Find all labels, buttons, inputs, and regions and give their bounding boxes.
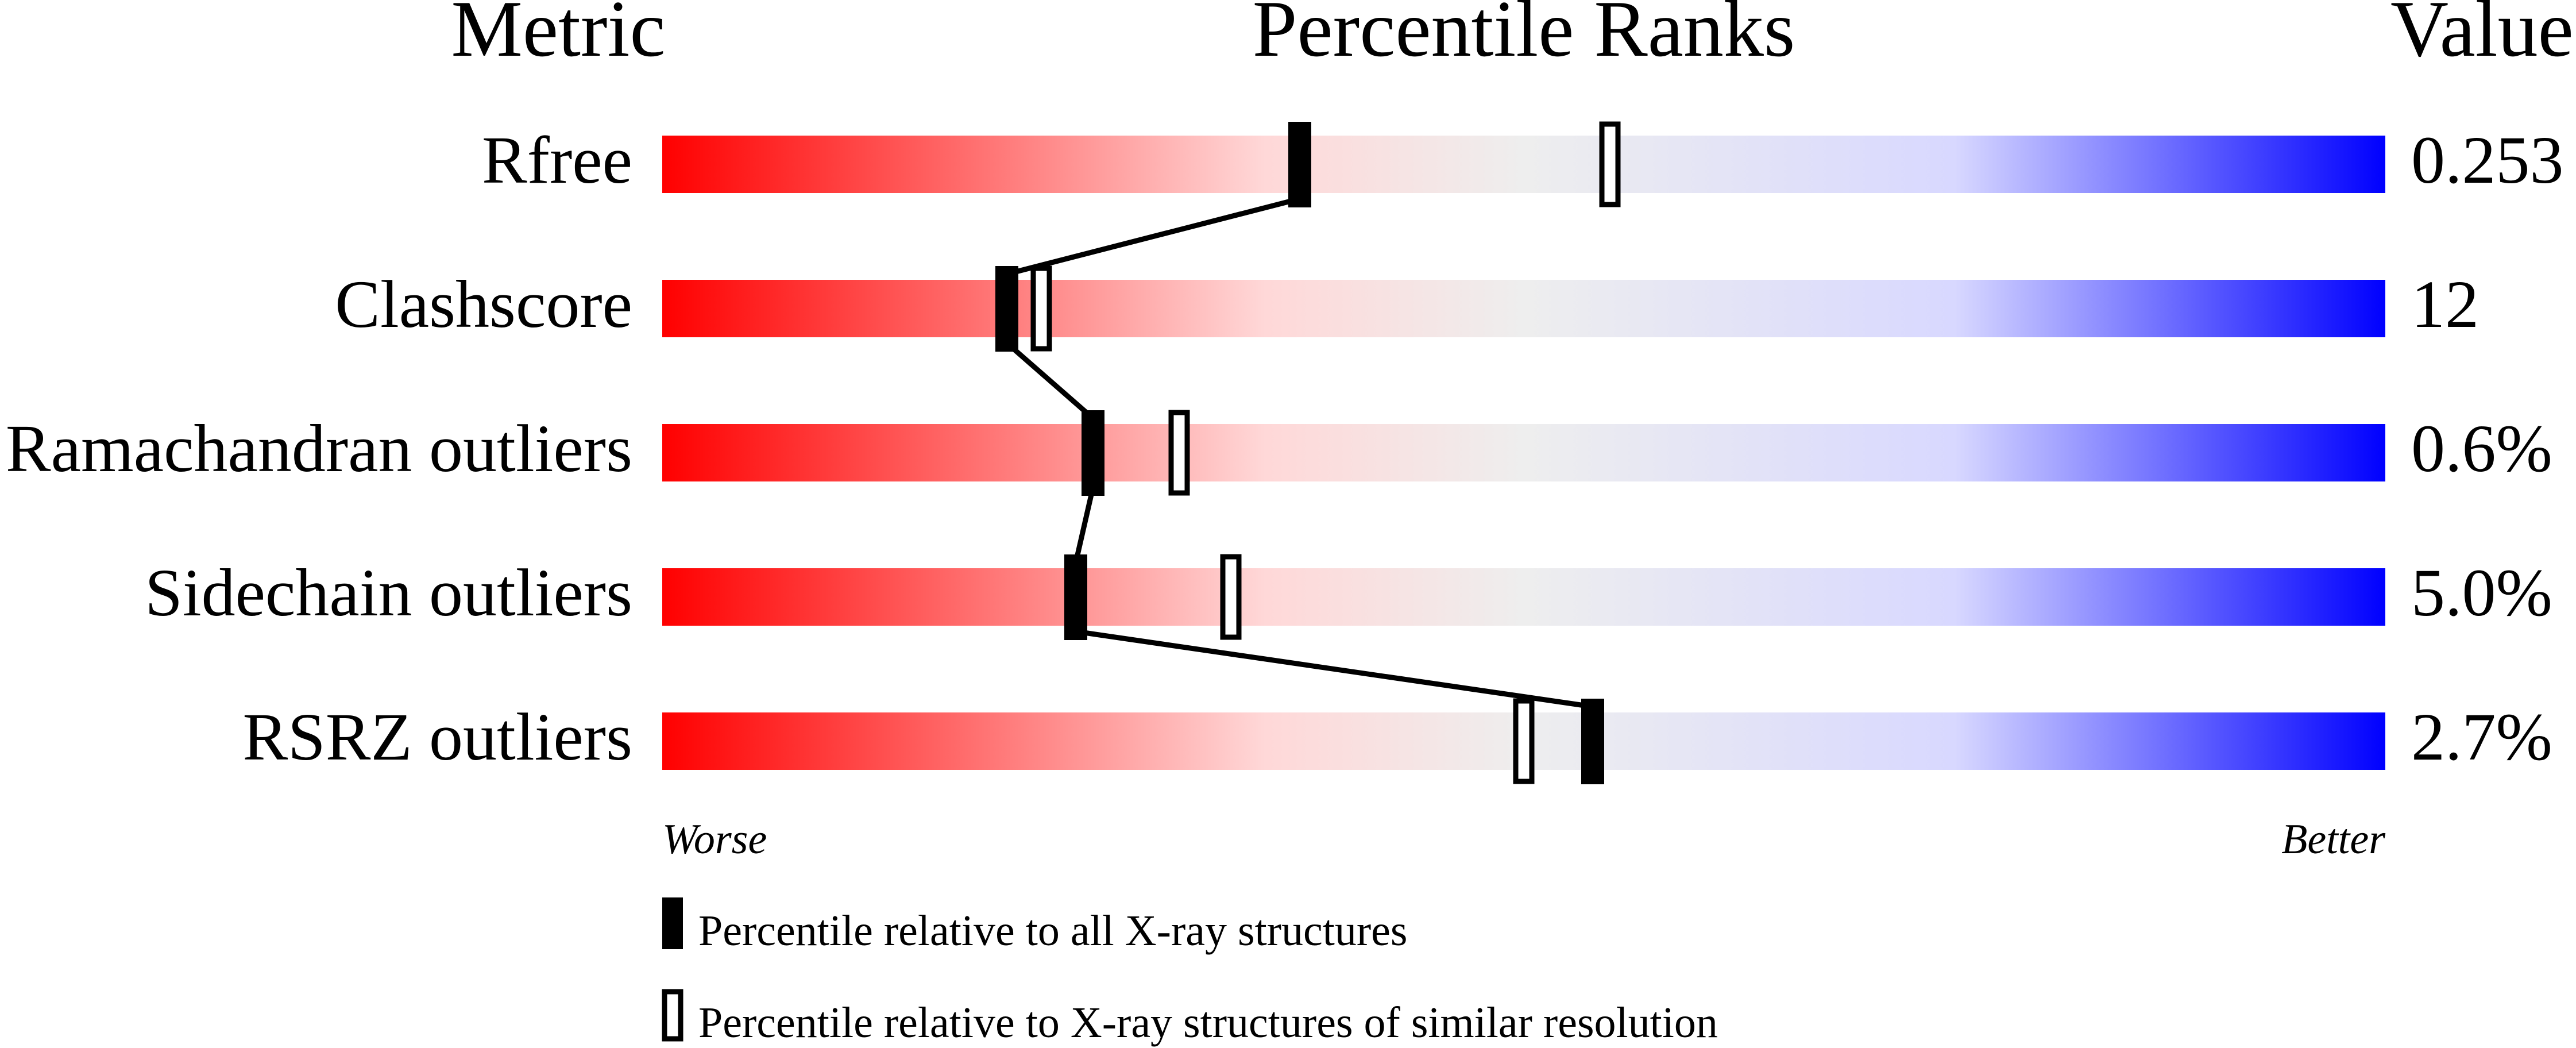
metric-value-rfree: 0.253	[2411, 122, 2564, 198]
marker-similar-rsrz-outliers	[1513, 698, 1535, 784]
marker-all-ramachandran-outliers	[1082, 410, 1104, 496]
percentile-bar-rfree	[662, 136, 2385, 193]
connector-line	[1005, 341, 1095, 421]
marker-all-sidechain-outliers	[1064, 554, 1087, 640]
metric-value-sidechain-outliers: 5.0%	[2411, 555, 2552, 630]
connector-line	[1075, 629, 1593, 710]
connector-line	[1006, 196, 1301, 277]
legend-marker-all	[662, 897, 683, 949]
legend-marker-similar	[662, 989, 683, 1042]
marker-similar-rfree	[1599, 121, 1621, 207]
metric-label-rsrz-outliers: RSRZ outliers	[242, 699, 632, 775]
marker-similar-clashscore	[1030, 265, 1052, 352]
percentile-bar-ramachandran-outliers	[662, 424, 2385, 481]
metric-label-rfree: Rfree	[482, 122, 632, 198]
metric-label-sidechain-outliers: Sidechain outliers	[145, 555, 632, 630]
legend-label-all: Percentile relative to all X-ray structu…	[698, 907, 1407, 955]
metric-label-ramachandran-outliers: Ramachandran outliers	[6, 411, 632, 486]
marker-all-rfree	[1288, 122, 1311, 207]
header-value: Value	[2390, 0, 2574, 74]
axis-label-better: Better	[2281, 816, 2386, 863]
marker-all-clashscore	[995, 266, 1018, 352]
legend-label-similar: Percentile relative to X-ray structures …	[698, 999, 1718, 1047]
metric-value-ramachandran-outliers: 0.6%	[2411, 411, 2552, 486]
header-percentile-ranks: Percentile Ranks	[1253, 0, 1795, 74]
metric-value-rsrz-outliers: 2.7%	[2411, 699, 2552, 775]
marker-similar-sidechain-outliers	[1220, 554, 1242, 640]
axis-label-worse: Worse	[662, 816, 767, 863]
header-metric: Metric	[451, 0, 665, 74]
marker-all-rsrz-outliers	[1581, 699, 1604, 784]
metric-label-clashscore: Clashscore	[335, 267, 632, 342]
marker-similar-ramachandran-outliers	[1168, 410, 1190, 496]
metric-value-clashscore: 12	[2411, 267, 2479, 342]
percentile-bar-clashscore	[662, 280, 2385, 337]
percentile-bar-sidechain-outliers	[662, 568, 2385, 626]
connector-line	[1073, 486, 1096, 564]
